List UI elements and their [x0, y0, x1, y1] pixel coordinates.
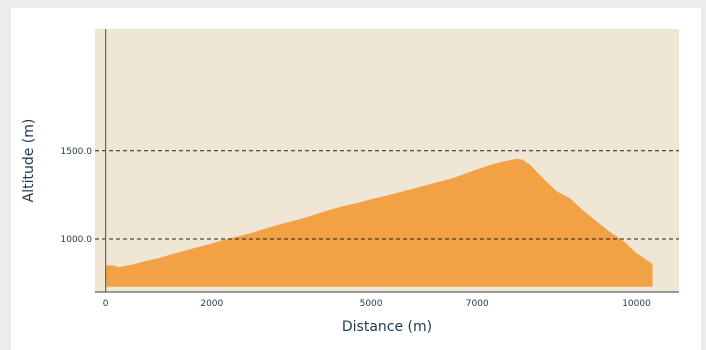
- altitude-profile-chart: 0 2000 5000 7000 10000 1000.0 1500.0 Distance …: [21, 29, 679, 335]
- y-axis-title: Altitude (m): [21, 119, 37, 203]
- x-axis-title: Distance (m): [342, 319, 432, 335]
- x-tick-label: 2000: [200, 299, 223, 309]
- altitude-area: [105, 158, 653, 287]
- x-tick-label: 10000: [622, 299, 651, 309]
- x-tick-label: 7000: [466, 299, 489, 309]
- chart-card: 0 2000 5000 7000 10000 1000.0 1500.0 Distance …: [11, 8, 701, 350]
- y-tick-label: 1500.0: [61, 147, 93, 157]
- x-tick-label: 0: [103, 299, 109, 309]
- y-tick-label: 1000.0: [61, 235, 93, 245]
- x-tick-label: 5000: [360, 299, 383, 309]
